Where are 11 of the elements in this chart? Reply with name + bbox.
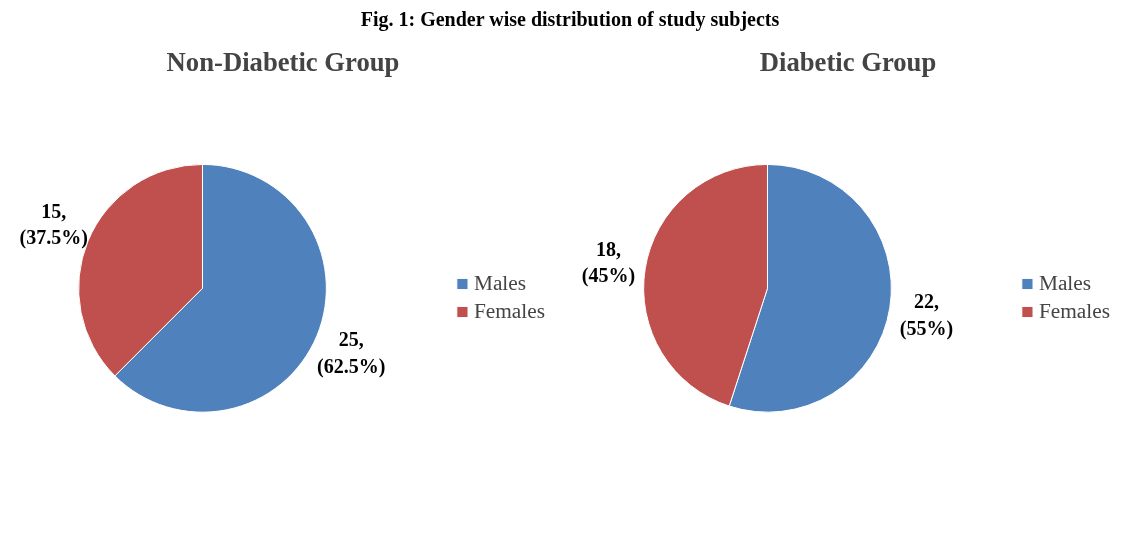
legend-label: Males <box>1038 270 1092 296</box>
legend-label: Males <box>473 270 527 296</box>
data-label: 22, (55%) <box>899 289 954 340</box>
data-label: 25, (62.5%) <box>317 327 386 378</box>
data-label: 18, (45%) <box>581 237 636 287</box>
chart-title: Non-Diabetic Group <box>166 46 400 77</box>
data-label: 15, (37.5%) <box>19 199 88 249</box>
caption: Fig. 1: Gender wise distribution of study subjects <box>360 8 780 30</box>
legend-label: Females <box>1038 298 1110 324</box>
legend-label: Females <box>473 298 545 324</box>
chart-title: Diabetic Group <box>759 46 937 77</box>
